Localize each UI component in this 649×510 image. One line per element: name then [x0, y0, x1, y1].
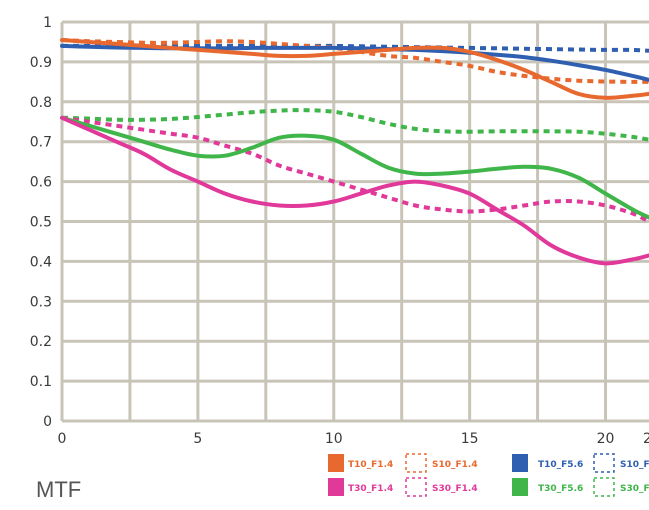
y-tick-label: 0.7	[30, 135, 52, 151]
legend-label-s10-f1-4: S10_F1.4	[432, 460, 478, 470]
chart-grid	[60, 20, 649, 423]
legend-swatch-t10-f1-4	[328, 454, 344, 472]
legend-label-s30-f1-4: S30_F1.4	[432, 484, 478, 494]
legend-swatch-t30-f5-6	[512, 478, 528, 496]
legend-swatch-t10-f5-6	[512, 454, 528, 472]
chart-title: MTF	[36, 477, 81, 502]
legend-label-t10-f1-4: T10_F1.4	[348, 460, 393, 470]
legend-swatch-t30-f1-4	[328, 478, 344, 496]
y-tick-label: 0.6	[30, 175, 52, 191]
legend-swatch-s10-f5-6	[593, 453, 615, 473]
series-line-s30-f1-4	[61, 115, 649, 224]
series-line-t30-f1-4	[60, 115, 649, 266]
legend-swatch-s30-f5-6	[593, 477, 615, 497]
y-tick-label: 0.2	[30, 334, 52, 350]
chart-legend: T10_F1.4 S10_F1.4 T10_F5.6 S10_F5.6 T30_F1.4…	[328, 453, 649, 497]
legend-label-s30-f5-6: S30_F5.6	[620, 484, 649, 494]
y-tick-label: 0.8	[30, 95, 52, 111]
y-axis-tick-labels: 0 0.1 0.2 0.3 0.4 0.5 0.6 0.7 0.8 0.9 1	[30, 15, 52, 430]
y-tick-label: 0	[43, 414, 52, 430]
legend-swatch-s30-f1-4	[405, 477, 427, 497]
series-line-t30-f5-6	[60, 115, 649, 220]
legend-label-s10-f5-6: S10_F5.6	[620, 460, 649, 470]
chart-series-lines	[60, 38, 649, 266]
x-tick-label: 10	[325, 431, 343, 447]
x-axis-tick-labels: 0 5 10 15 20 21	[58, 431, 649, 447]
legend-label-t10-f5-6: T10_F5.6	[538, 460, 583, 470]
series-line-t10-f1-4	[60, 38, 649, 100]
y-tick-label: 0.1	[30, 374, 52, 390]
legend-label-t30-f1-4: T30_F1.4	[348, 484, 393, 494]
y-tick-label: 0.4	[30, 254, 52, 270]
x-tick-label: 20	[597, 431, 615, 447]
legend-label-t30-f5-6: T30_F5.6	[538, 484, 583, 494]
y-tick-label: 1	[43, 15, 52, 31]
y-tick-label: 0.3	[30, 294, 52, 310]
x-tick-label: 15	[461, 431, 479, 447]
legend-swatch-s10-f1-4	[405, 453, 427, 473]
y-tick-label: 0.5	[30, 215, 52, 231]
x-tick-label: 21	[643, 431, 649, 447]
x-tick-label: 5	[193, 431, 202, 447]
y-tick-label: 0.9	[30, 55, 52, 71]
x-tick-label: 0	[58, 431, 67, 447]
series-line-s30-f5-6	[61, 108, 649, 142]
